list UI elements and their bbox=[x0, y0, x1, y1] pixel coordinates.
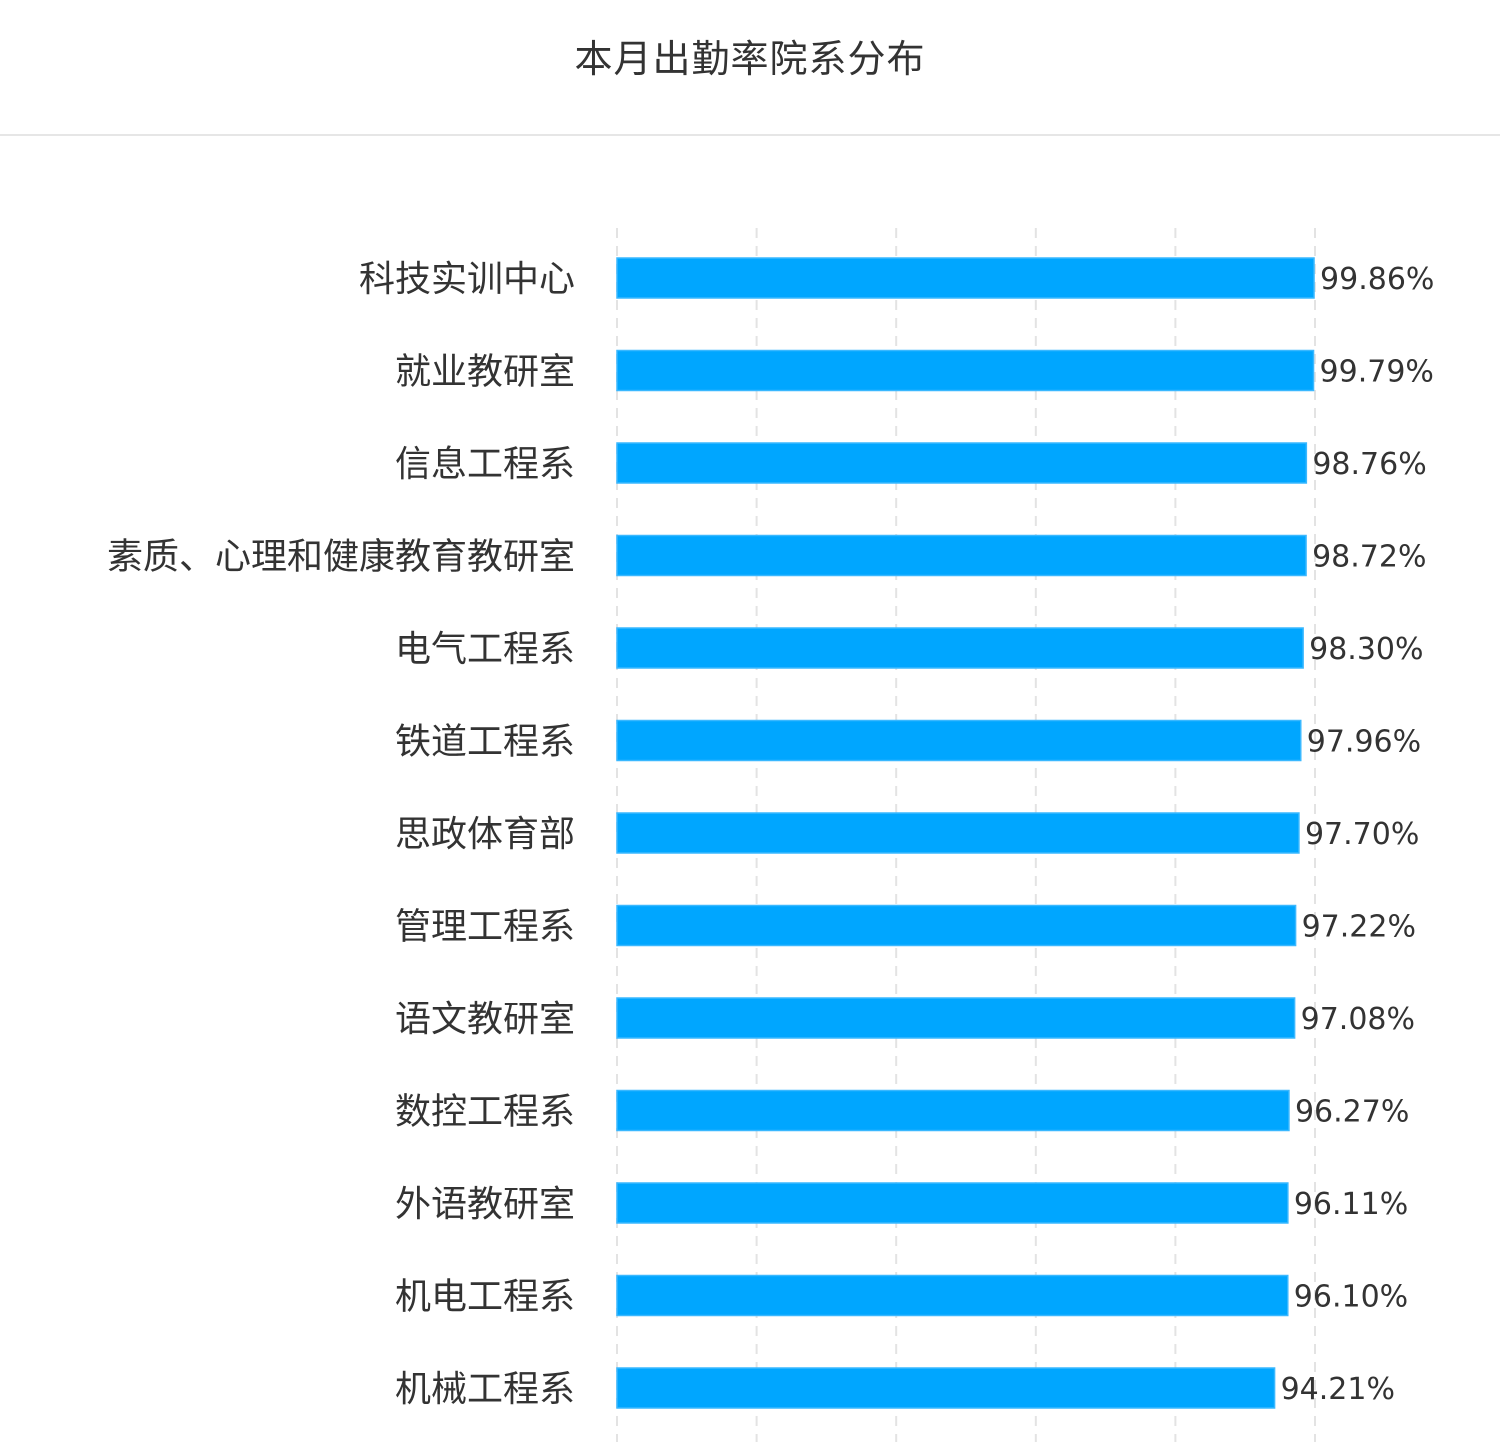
bar[interactable] bbox=[616, 904, 1297, 947]
category-label: 就业教研室 bbox=[395, 352, 575, 393]
bar[interactable] bbox=[616, 1274, 1289, 1317]
bar[interactable] bbox=[616, 534, 1307, 577]
value-label: 99.79% bbox=[1320, 355, 1434, 390]
bar[interactable] bbox=[616, 1367, 1276, 1409]
category-label: 电气工程系 bbox=[395, 629, 575, 670]
bar[interactable] bbox=[616, 1089, 1290, 1132]
value-label: 99.86% bbox=[1320, 262, 1434, 297]
category-label: 科技实训中心 bbox=[359, 259, 575, 300]
chart-header: 本月出勤率院系分布 bbox=[0, 0, 1500, 136]
chart-title: 本月出勤率院系分布 bbox=[574, 37, 926, 81]
bar[interactable] bbox=[616, 257, 1315, 299]
value-label: 97.70% bbox=[1305, 817, 1419, 852]
category-label: 铁道工程系 bbox=[395, 722, 575, 763]
bar[interactable] bbox=[616, 442, 1308, 484]
bar[interactable] bbox=[616, 719, 1302, 762]
category-label: 信息工程系 bbox=[395, 444, 575, 485]
value-label: 96.10% bbox=[1294, 1280, 1408, 1315]
value-label: 97.08% bbox=[1301, 1002, 1415, 1037]
value-label: 98.76% bbox=[1312, 447, 1426, 482]
value-label: 98.72% bbox=[1312, 540, 1426, 575]
category-label: 语文教研室 bbox=[395, 999, 575, 1040]
value-label: 97.22% bbox=[1302, 910, 1416, 945]
value-label: 97.96% bbox=[1307, 725, 1421, 760]
category-label: 管理工程系 bbox=[395, 907, 575, 948]
category-label: 机电工程系 bbox=[395, 1277, 575, 1318]
bar[interactable] bbox=[616, 997, 1296, 1039]
category-label: 机械工程系 bbox=[395, 1369, 575, 1410]
category-label: 数控工程系 bbox=[395, 1092, 575, 1133]
bar[interactable] bbox=[616, 349, 1315, 392]
bar[interactable] bbox=[616, 812, 1300, 854]
category-label: 素质、心理和健康教育教研室 bbox=[107, 537, 575, 578]
category-label: 外语教研室 bbox=[395, 1184, 575, 1225]
value-label: 96.27% bbox=[1295, 1095, 1409, 1130]
category-label: 思政体育部 bbox=[395, 814, 575, 855]
bar[interactable] bbox=[616, 1182, 1289, 1224]
value-label: 96.11% bbox=[1294, 1187, 1408, 1222]
value-label: 98.30% bbox=[1309, 632, 1423, 667]
bar[interactable] bbox=[616, 627, 1304, 669]
value-label: 94.21% bbox=[1281, 1372, 1395, 1407]
